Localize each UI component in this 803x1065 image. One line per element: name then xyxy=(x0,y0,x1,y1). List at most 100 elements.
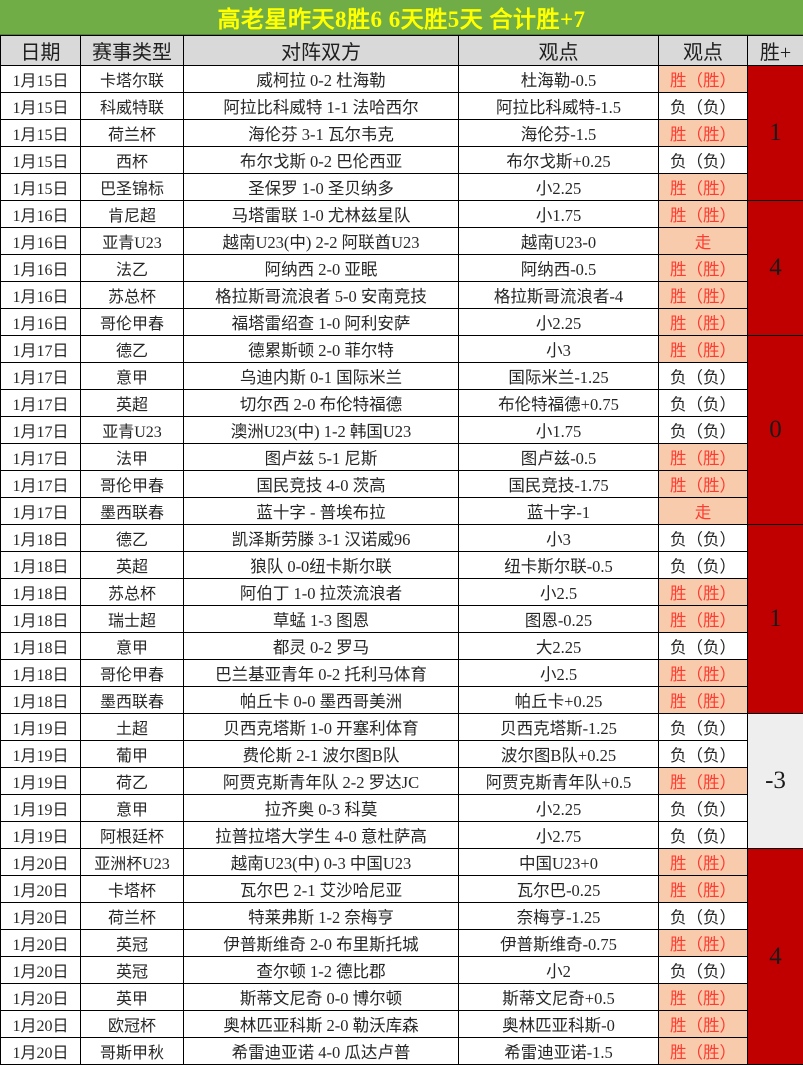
cell-view-handicap[interactable]: 奈梅亨-1.25 xyxy=(459,903,659,930)
cell-league[interactable]: 亚青U23 xyxy=(81,228,184,255)
cell-date[interactable]: 1月15日 xyxy=(1,66,81,93)
cell-match[interactable]: 切尔西 2-0 布伦特福德 xyxy=(184,390,459,417)
cell-match[interactable]: 帕丘卡 0-0 墨西哥美洲 xyxy=(184,687,459,714)
cell-date[interactable]: 1月19日 xyxy=(1,714,81,741)
cell-view-handicap[interactable]: 贝西克塔斯-1.25 xyxy=(459,714,659,741)
cell-view-handicap[interactable]: 帕丘卡+0.25 xyxy=(459,687,659,714)
cell-league[interactable]: 亚青U23 xyxy=(81,417,184,444)
cell-view-handicap[interactable]: 伊普斯维奇-0.75 xyxy=(459,930,659,957)
cell-view-handicap[interactable]: 小2.5 xyxy=(459,579,659,606)
cell-result-lose[interactable]: 负（负） xyxy=(659,795,748,822)
cell-match[interactable]: 澳洲U23(中) 1-2 韩国U23 xyxy=(184,417,459,444)
cell-match[interactable]: 凯泽斯劳滕 3-1 汉诺威96 xyxy=(184,525,459,552)
cell-view-handicap[interactable]: 阿拉比科威特-1.5 xyxy=(459,93,659,120)
cell-view-handicap[interactable]: 小3 xyxy=(459,336,659,363)
cell-result-win[interactable]: 胜（胜） xyxy=(659,66,748,93)
cell-view-handicap[interactable]: 小2.5 xyxy=(459,660,659,687)
cell-result-lose[interactable]: 负（负） xyxy=(659,822,748,849)
cell-match[interactable]: 阿纳西 2-0 亚眠 xyxy=(184,255,459,282)
cell-match[interactable]: 蓝十字 - 普埃布拉 xyxy=(184,498,459,525)
cell-date[interactable]: 1月18日 xyxy=(1,633,81,660)
cell-view-handicap[interactable]: 图恩-0.25 xyxy=(459,606,659,633)
cell-date[interactable]: 1月17日 xyxy=(1,363,81,390)
cell-net-gain[interactable]: 1 xyxy=(748,525,803,714)
cell-match[interactable]: 希雷迪亚诺 4-0 瓜达卢普 xyxy=(184,1038,459,1065)
cell-result-win[interactable]: 胜（胜） xyxy=(659,984,748,1011)
cell-league[interactable]: 英超 xyxy=(81,552,184,579)
cell-net-gain[interactable]: -3 xyxy=(748,714,803,849)
cell-match[interactable]: 草蜢 1-3 图恩 xyxy=(184,606,459,633)
column-header-date[interactable]: 日期 xyxy=(1,36,81,66)
cell-date[interactable]: 1月20日 xyxy=(1,984,81,1011)
cell-view-handicap[interactable]: 阿纳西-0.5 xyxy=(459,255,659,282)
cell-date[interactable]: 1月20日 xyxy=(1,1011,81,1038)
cell-league[interactable]: 荷乙 xyxy=(81,768,184,795)
cell-date[interactable]: 1月19日 xyxy=(1,822,81,849)
cell-match[interactable]: 奥林匹亚科斯 2-0 勒沃库森 xyxy=(184,1011,459,1038)
cell-league[interactable]: 科威特联 xyxy=(81,93,184,120)
cell-date[interactable]: 1月15日 xyxy=(1,120,81,147)
cell-date[interactable]: 1月20日 xyxy=(1,903,81,930)
cell-league[interactable]: 哥斯甲秋 xyxy=(81,1038,184,1065)
cell-match[interactable]: 特莱弗斯 1-2 奈梅亨 xyxy=(184,903,459,930)
cell-net-gain[interactable]: 4 xyxy=(748,201,803,336)
cell-league[interactable]: 德乙 xyxy=(81,525,184,552)
cell-date[interactable]: 1月18日 xyxy=(1,660,81,687)
cell-net-gain[interactable]: 4 xyxy=(748,849,803,1065)
cell-date[interactable]: 1月17日 xyxy=(1,498,81,525)
cell-result-lose[interactable]: 负（负） xyxy=(659,390,748,417)
column-header-net[interactable]: 胜+ xyxy=(748,36,803,66)
cell-view-handicap[interactable]: 小2.25 xyxy=(459,309,659,336)
cell-result-lose[interactable]: 负（负） xyxy=(659,552,748,579)
cell-league[interactable]: 荷兰杯 xyxy=(81,120,184,147)
cell-match[interactable]: 福塔雷绍查 1-0 阿利安萨 xyxy=(184,309,459,336)
cell-result-win[interactable]: 胜（胜） xyxy=(659,606,748,633)
cell-league[interactable]: 巴圣锦标 xyxy=(81,174,184,201)
cell-match[interactable]: 越南U23(中) 0-3 中国U23 xyxy=(184,849,459,876)
cell-match[interactable]: 费伦斯 2-1 波尔图B队 xyxy=(184,741,459,768)
cell-result-win[interactable]: 胜（胜） xyxy=(659,930,748,957)
cell-league[interactable]: 哥伦甲春 xyxy=(81,660,184,687)
cell-league[interactable]: 墨西联春 xyxy=(81,498,184,525)
cell-date[interactable]: 1月16日 xyxy=(1,201,81,228)
cell-date[interactable]: 1月18日 xyxy=(1,552,81,579)
cell-league[interactable]: 意甲 xyxy=(81,633,184,660)
cell-result-win[interactable]: 胜（胜） xyxy=(659,471,748,498)
cell-league[interactable]: 苏总杯 xyxy=(81,579,184,606)
cell-match[interactable]: 布尔戈斯 0-2 巴伦西亚 xyxy=(184,147,459,174)
cell-match[interactable]: 巴兰基亚青年 0-2 托利马体育 xyxy=(184,660,459,687)
cell-net-gain[interactable]: 1 xyxy=(748,66,803,201)
cell-result-lose[interactable]: 负（负） xyxy=(659,957,748,984)
cell-view-handicap[interactable]: 小2 xyxy=(459,957,659,984)
cell-match[interactable]: 国民竞技 4-0 茨高 xyxy=(184,471,459,498)
cell-date[interactable]: 1月15日 xyxy=(1,174,81,201)
cell-result-lose[interactable]: 负（负） xyxy=(659,93,748,120)
cell-date[interactable]: 1月17日 xyxy=(1,471,81,498)
cell-match[interactable]: 阿贾克斯青年队 2-2 罗达JC xyxy=(184,768,459,795)
cell-result-win[interactable]: 胜（胜） xyxy=(659,444,748,471)
cell-league[interactable]: 英冠 xyxy=(81,930,184,957)
cell-view-handicap[interactable]: 小3 xyxy=(459,525,659,552)
cell-match[interactable]: 格拉斯哥流浪者 5-0 安南竞技 xyxy=(184,282,459,309)
cell-view-handicap[interactable]: 斯蒂文尼奇+0.5 xyxy=(459,984,659,1011)
cell-match[interactable]: 拉齐奥 0-3 科莫 xyxy=(184,795,459,822)
cell-match[interactable]: 马塔雷联 1-0 尤林兹星队 xyxy=(184,201,459,228)
cell-date[interactable]: 1月17日 xyxy=(1,390,81,417)
cell-view-handicap[interactable]: 布伦特福德+0.75 xyxy=(459,390,659,417)
cell-match[interactable]: 阿拉比科威特 1-1 法哈西尔 xyxy=(184,93,459,120)
cell-result-win[interactable]: 胜（胜） xyxy=(659,282,748,309)
cell-league[interactable]: 英冠 xyxy=(81,957,184,984)
cell-view-handicap[interactable]: 布尔戈斯+0.25 xyxy=(459,147,659,174)
cell-league[interactable]: 亚洲杯U23 xyxy=(81,849,184,876)
cell-result-push[interactable]: 走 xyxy=(659,498,748,525)
cell-match[interactable]: 都灵 0-2 罗马 xyxy=(184,633,459,660)
cell-date[interactable]: 1月18日 xyxy=(1,525,81,552)
cell-result-win[interactable]: 胜（胜） xyxy=(659,768,748,795)
cell-view-handicap[interactable]: 杜海勒-0.5 xyxy=(459,66,659,93)
cell-result-win[interactable]: 胜（胜） xyxy=(659,120,748,147)
cell-league[interactable]: 卡塔杯 xyxy=(81,876,184,903)
cell-view-handicap[interactable]: 小2.25 xyxy=(459,174,659,201)
cell-date[interactable]: 1月19日 xyxy=(1,768,81,795)
cell-match[interactable]: 拉普拉塔大学生 4-0 意杜萨高 xyxy=(184,822,459,849)
cell-date[interactable]: 1月17日 xyxy=(1,417,81,444)
